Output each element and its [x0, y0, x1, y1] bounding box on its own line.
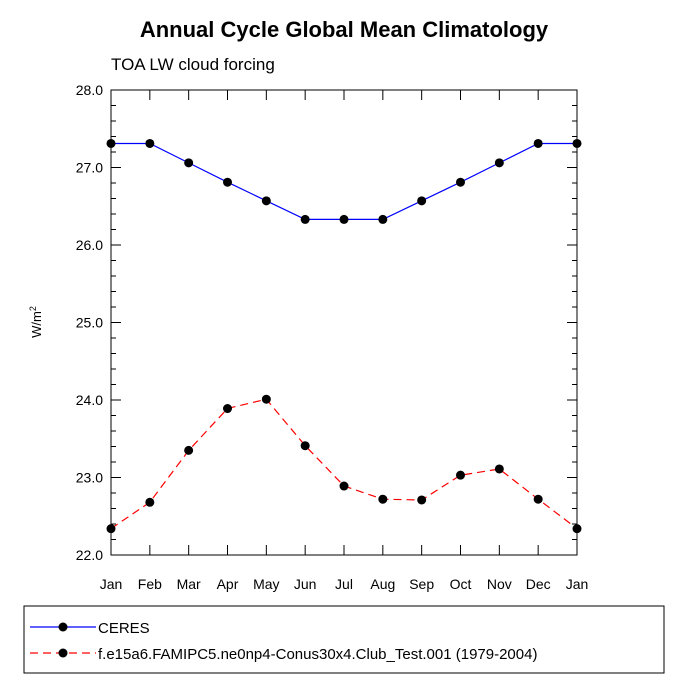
- y-axis-label-superscript: 2: [28, 306, 38, 311]
- x-tick-labels: Jan Feb Mar Apr May Jun Jul Aug Sep Oct Nov Dec Jan: [100, 576, 589, 592]
- series-0-point: [261, 196, 271, 206]
- x-tick-label: Jan: [566, 576, 589, 592]
- legend-marker-ceres: [58, 622, 68, 632]
- x-tick-label: May: [253, 576, 279, 592]
- legend: CERES f.e15a6.FAMIPC5.ne0np4-Conus30x4.C…: [23, 605, 665, 674]
- x-tick-label: Jun: [294, 576, 317, 592]
- y-axis-label: W/m2: [28, 306, 44, 338]
- legend-label-model: f.e15a6.FAMIPC5.ne0np4-Conus30x4.Club_Te…: [98, 646, 537, 663]
- y-tick-label: 23.0: [76, 470, 103, 486]
- series-0-point: [223, 177, 232, 187]
- series-1-point: [184, 445, 194, 455]
- x-tick-label: Sep: [409, 576, 434, 592]
- x-tick-label: Apr: [217, 576, 239, 592]
- series-1-point: [145, 497, 155, 507]
- series-1-point: [223, 404, 232, 414]
- y-tick-label: 28.0: [76, 82, 103, 98]
- legend-box: [23, 605, 665, 674]
- y-tick-label: 27.0: [76, 160, 103, 176]
- x-tick-label: Nov: [487, 576, 512, 592]
- x-tick-label: Dec: [526, 576, 551, 592]
- series-0-point: [417, 196, 427, 206]
- legend-marker-model: [58, 648, 68, 658]
- y-tick-label: 26.0: [76, 237, 103, 253]
- series-1-point: [339, 481, 349, 491]
- series-0-point: [378, 214, 388, 224]
- y-tick-label: 24.0: [76, 392, 103, 408]
- series-line-1: [110, 398, 578, 530]
- plot-frame: [110, 89, 578, 556]
- series-0-point: [339, 214, 349, 224]
- y-tick-labels: 22.0 23.0 24.0 25.0 26.0 27.0 28.0: [76, 82, 103, 563]
- series-1-point: [261, 394, 271, 404]
- series-0-point: [300, 214, 310, 224]
- series-1-point: [494, 464, 504, 474]
- x-tick-label: Oct: [450, 576, 472, 592]
- chart-title: Annual Cycle Global Mean Climatology: [140, 17, 549, 42]
- series-1-point: [533, 494, 543, 504]
- data-series: [106, 138, 582, 534]
- y-axis-label-unit: W/m: [29, 311, 44, 338]
- x-tick-label: Feb: [138, 576, 162, 592]
- series-1-point: [456, 470, 465, 480]
- series-0-point: [456, 177, 465, 187]
- x-tick-label: Jul: [335, 576, 353, 592]
- series-line-0: [111, 142, 577, 220]
- x-tick-label: Mar: [177, 576, 201, 592]
- x-tick-label: Aug: [370, 576, 395, 592]
- series-1-point: [378, 494, 388, 504]
- series-0-point: [533, 138, 543, 148]
- series-0-point: [145, 138, 155, 148]
- series-1-point: [300, 441, 310, 451]
- legend-label-ceres: CERES: [98, 620, 150, 637]
- x-tick-label: Jan: [100, 576, 123, 592]
- series-0-point: [494, 158, 504, 168]
- y-tick-label: 22.0: [76, 547, 103, 563]
- series-0-point: [184, 158, 194, 168]
- chart-subtitle: TOA LW cloud forcing: [111, 55, 275, 74]
- y-tick-label: 25.0: [76, 315, 103, 331]
- series-1-point: [417, 495, 427, 505]
